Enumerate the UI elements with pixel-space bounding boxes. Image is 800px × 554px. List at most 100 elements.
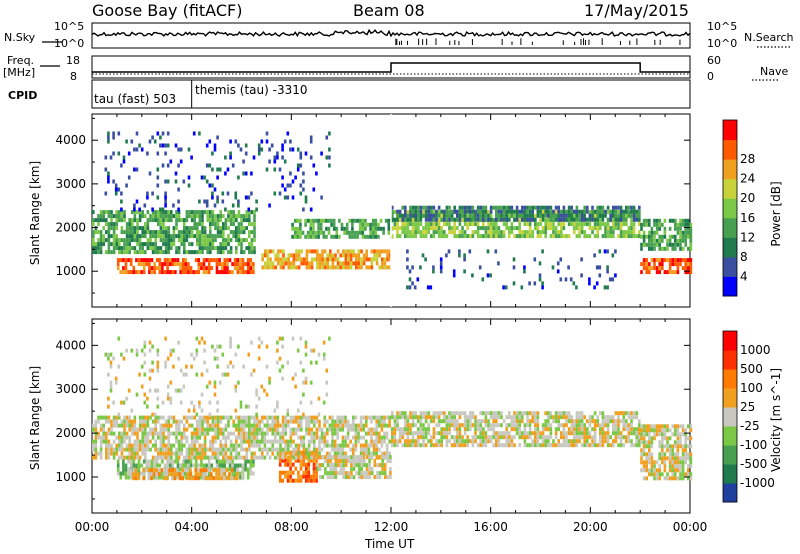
power-cell <box>343 230 346 235</box>
velocity-cell <box>305 451 308 456</box>
power-cell <box>115 210 118 215</box>
power-cell <box>327 230 331 235</box>
velocity-cell <box>276 431 280 436</box>
power-cell <box>661 234 664 239</box>
velocity-cell <box>453 435 456 440</box>
velocity-cell <box>228 459 232 464</box>
velocity-cell <box>334 471 338 476</box>
power-cell <box>229 214 233 219</box>
power-cell <box>497 205 501 210</box>
power-cell <box>110 242 113 247</box>
power-cell <box>606 205 610 210</box>
power-cell <box>419 213 423 218</box>
velocity-cell <box>317 412 321 417</box>
velocity-cell <box>183 423 186 428</box>
velocity-cell <box>151 435 155 440</box>
power-cell <box>153 262 156 267</box>
power-cell <box>104 191 108 196</box>
velocity-cell <box>357 467 361 472</box>
velocity-cell <box>178 476 182 481</box>
velocity-cell <box>235 443 238 448</box>
power-cell <box>302 207 305 212</box>
velocity-cell <box>110 431 113 436</box>
power-cell <box>406 285 409 290</box>
power-cell <box>125 222 129 227</box>
velocity-cell <box>172 348 175 353</box>
velocity-cell <box>328 451 332 456</box>
power-cell <box>236 262 240 267</box>
power-cell <box>157 222 160 227</box>
power-cell <box>396 222 399 227</box>
power-cell <box>227 214 230 219</box>
velocity-cell <box>458 423 462 428</box>
velocity-cell <box>318 467 322 472</box>
velocity-cell <box>97 431 100 436</box>
velocity-cell <box>352 463 356 468</box>
power-cell <box>374 230 378 235</box>
velocity-cell <box>505 443 508 448</box>
velocity-cell <box>359 423 363 428</box>
power-cell <box>378 249 381 254</box>
power-cell <box>489 234 493 239</box>
power-cell <box>547 213 550 218</box>
power-cell <box>422 230 425 235</box>
velocity-cell <box>144 431 147 436</box>
velocity-cell <box>378 471 382 476</box>
velocity-cell <box>495 431 498 436</box>
power-cell <box>533 281 537 286</box>
power-cell <box>565 234 568 239</box>
power-cell <box>229 139 232 144</box>
velocity-cell <box>118 455 121 460</box>
velocity-cell <box>227 419 230 424</box>
power-cell <box>193 210 196 215</box>
power-cell <box>547 209 550 214</box>
power-cell <box>414 226 417 231</box>
power-cell <box>632 213 636 218</box>
power-cell <box>266 253 270 258</box>
velocity-cell <box>526 431 529 436</box>
velocity-cell <box>531 415 534 420</box>
power-cell <box>531 209 534 214</box>
power-cell <box>112 230 116 235</box>
power-cell <box>283 187 287 192</box>
velocity-cell <box>297 478 300 483</box>
power-cell <box>151 191 154 196</box>
power-cell <box>663 246 667 251</box>
velocity-cell <box>250 372 253 377</box>
velocity-cell <box>159 431 163 436</box>
power-cell <box>135 131 139 136</box>
velocity-cell <box>679 456 682 461</box>
power-cell <box>562 217 566 222</box>
power-cell <box>240 242 243 247</box>
velocity-cell <box>141 431 144 436</box>
power-cell <box>381 265 384 270</box>
velocity-cell <box>297 423 300 428</box>
power-colorbar-tick-label: 4 <box>740 269 748 283</box>
velocity-cell <box>461 423 464 428</box>
power-cell <box>430 213 433 218</box>
power-cell <box>383 261 387 266</box>
velocity-cell <box>144 435 147 440</box>
velocity-cell <box>534 419 537 424</box>
velocity-cell <box>183 415 186 420</box>
power-cell <box>484 209 488 214</box>
power-cell <box>252 270 255 275</box>
power-cell <box>528 222 532 227</box>
velocity-cell <box>329 459 332 464</box>
velocity-cell <box>463 443 467 448</box>
velocity-cell <box>255 443 259 448</box>
power-cell <box>655 266 659 271</box>
velocity-cell <box>653 432 656 437</box>
velocity-cell <box>342 455 345 460</box>
velocity-cell <box>487 427 490 432</box>
power-cell <box>138 246 142 251</box>
power-cell <box>534 217 537 222</box>
velocity-cell <box>189 476 192 481</box>
velocity-cell <box>357 459 361 464</box>
velocity-cell <box>219 419 222 424</box>
velocity-cell <box>458 435 462 440</box>
velocity-cell <box>435 431 438 436</box>
velocity-cell <box>622 427 625 432</box>
power-cell <box>253 226 256 231</box>
power-cell <box>177 230 181 235</box>
